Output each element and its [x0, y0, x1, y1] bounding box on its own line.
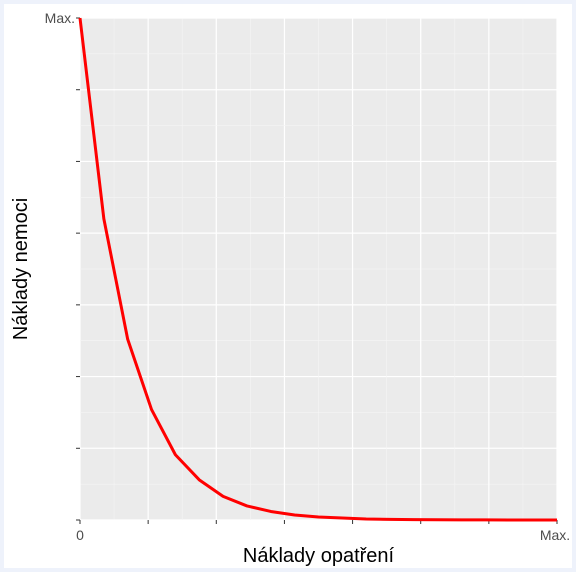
axis-ticks: [76, 17, 558, 524]
x-tick-label-min: 0: [76, 527, 84, 543]
cost-curve-line: [78, 17, 558, 522]
x-axis-title: Náklady opatření: [243, 545, 395, 567]
y-tick-label-max: Max.: [45, 10, 75, 26]
x-tick-label-max: Max.: [540, 527, 570, 543]
y-axis-title: Náklady nemoci: [10, 198, 32, 340]
grid-lines: [79, 17, 558, 521]
